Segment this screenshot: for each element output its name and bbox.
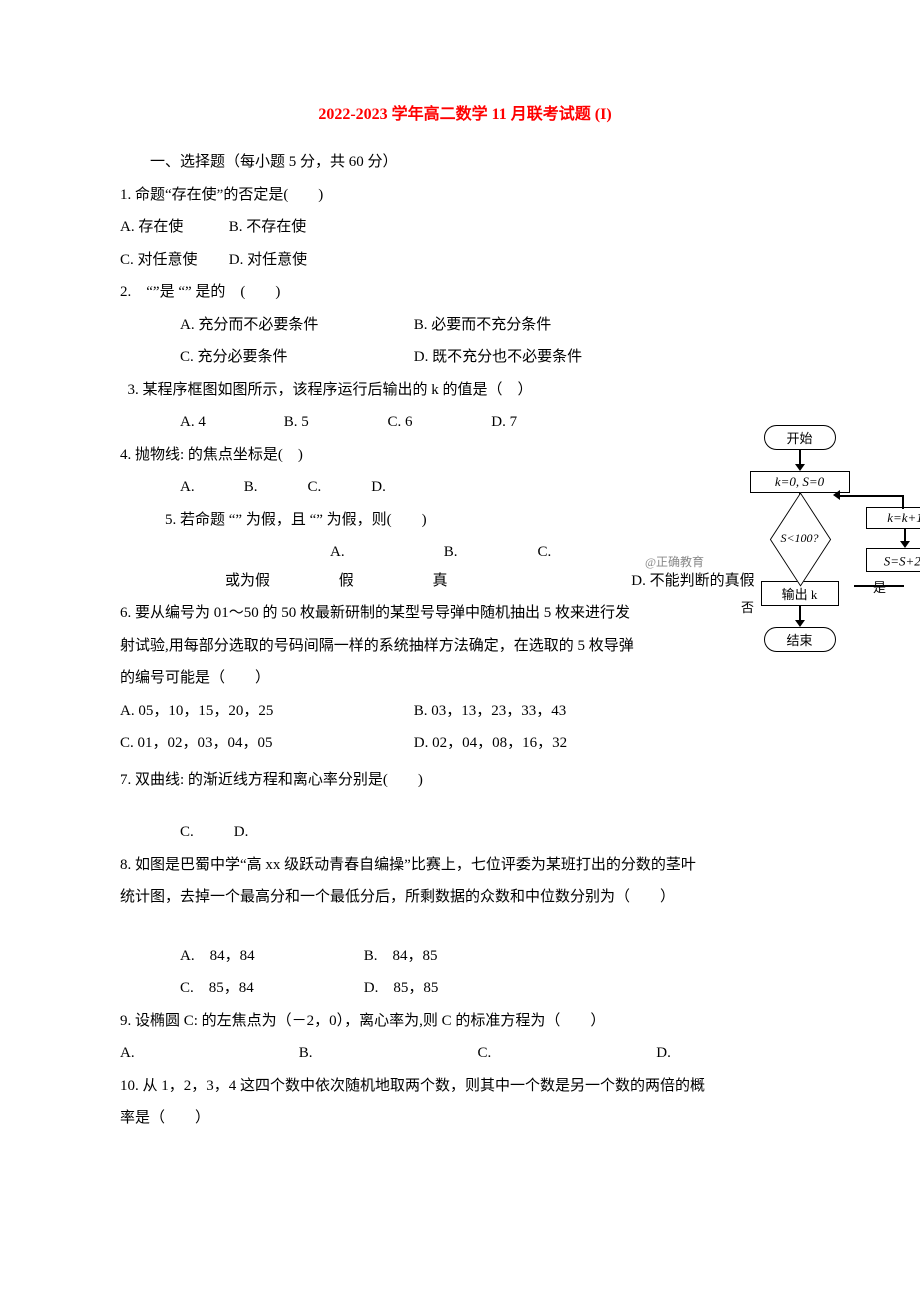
q1-optC: C. 对任意使: [120, 246, 225, 275]
fc-no: 否: [741, 597, 754, 616]
q6-optA: A. 05，10，15，20，25: [120, 697, 410, 726]
q6-text2: 射试验,用每部分选取的号码间隔一样的系统抽样方法确定，在选取的 5 枚导弹: [120, 632, 675, 661]
q8-options-ab: A. 84，84 B. 84，85: [120, 942, 810, 971]
q2-options-ab: A. 充分而不必要条件 B. 必要而不充分条件: [120, 311, 810, 340]
q5-optB: B. 假: [339, 538, 429, 595]
q2-optB: B. 必要而不充分条件: [384, 311, 552, 340]
q5-optA: A. 或为假: [225, 538, 335, 595]
q1-optD: D. 对任意使: [229, 246, 307, 275]
q10-text2: 率是（ ）: [120, 1104, 810, 1133]
q2-text: 2. “”是 “” 是的 ( ): [120, 278, 810, 307]
q6-optD: D. 02，04，08，16，32: [414, 729, 567, 758]
q9-text: 9. 设椭圆 C: 的左焦点为（－2，0），离心率为,则 C 的标准方程为（ ）: [120, 1007, 810, 1036]
title-rest: 学年高二数学 11 月联考试题 (I): [388, 106, 612, 123]
fc-arrowhead: [795, 620, 805, 627]
fc-arrow: [904, 529, 906, 541]
fc-line: [836, 495, 904, 497]
q6-text1: 6. 要从编号为 01～50 的 50 枚最新研制的某型号导弹中随机抽出 5 枚…: [120, 599, 675, 628]
q4-optD: D.: [341, 473, 386, 502]
fc-start: 开始: [764, 425, 836, 450]
q5-text: 5. 若命题 “” 为假，且 “” 为假，则( ): [120, 506, 810, 535]
q5-optC: C. 真: [433, 538, 523, 595]
flowchart-figure: 开始 k=0, S=0 k=k+1 S=S+2S @正确教育 S<100? 否 …: [717, 425, 882, 652]
q10-text1: 10. 从 1，2，3，4 这四个数中依次随机地取两个数，则其中一个数是另一个数…: [120, 1072, 810, 1101]
title-year: 2022-2023: [318, 106, 387, 123]
q8-options-cd: C. 85，84 D. 85，85: [120, 974, 810, 1003]
fc-inc-k: k=k+1: [866, 507, 920, 529]
q6-options-cd: C. 01，02，03，04，05 D. 02，04，08，16，32: [120, 729, 810, 758]
q8-optD: D. 85，85: [334, 974, 439, 1003]
q4-optC: C.: [278, 473, 338, 502]
q7-optD: D.: [204, 818, 249, 847]
q3-optD: D. 7: [461, 408, 517, 437]
fc-arrow: [799, 606, 801, 620]
q9-options: A. B. C. D.: [120, 1039, 810, 1068]
q8-text1: 8. 如图是巴蜀中学“高 xx 级跃动青春自编操”比赛上，七位评委为某班打出的分…: [120, 851, 810, 880]
q3-options: A. 4 B. 5 C. 6 D. 7: [120, 408, 810, 437]
q8-optA: A. 84，84: [150, 942, 330, 971]
q8-optC: C. 85，84: [150, 974, 330, 1003]
q7-optC: C.: [150, 818, 200, 847]
q1-options-cd: C. 对任意使 D. 对任意使: [120, 246, 810, 275]
q6-text3: 的编号可能是（ ）: [120, 664, 810, 693]
q4-text: 4. 抛物线: 的焦点坐标是( ): [120, 441, 810, 470]
q6-optB: B. 03，13，23，33，43: [414, 697, 567, 726]
q7-text: 7. 双曲线: 的渐近线方程和离心率分别是( ): [120, 766, 810, 795]
fc-line: [902, 495, 904, 509]
q5-options: A. 或为假 B. 假 C. 真 D. 不能判断的真假: [120, 538, 810, 595]
q2-optA: A. 充分而不必要条件: [150, 311, 380, 340]
page-title: 2022-2023 学年高二数学 11 月联考试题 (I): [120, 100, 810, 130]
section-header: 一、选择题（每小题 5 分，共 60 分）: [120, 148, 810, 177]
q9-optC: C.: [478, 1039, 653, 1068]
fc-cond: S<100?: [761, 531, 839, 546]
q3-to-q6: 3. 某程序框图如图所示，该程序运行后输出的 k 的值是（ ） A. 4 B. …: [120, 376, 810, 693]
figure-region: 3. 某程序框图如图所示，该程序运行后输出的 k 的值是（ ） A. 4 B. …: [120, 376, 810, 758]
q9-optD: D.: [656, 1039, 671, 1068]
fc-arrow: [799, 450, 801, 464]
fc-arrowhead: [900, 541, 910, 548]
watermark: @正确教育: [645, 553, 704, 570]
fc-diamond: S<100?: [761, 522, 839, 560]
q2-optC: C. 充分必要条件: [150, 343, 380, 372]
q4-optA: A.: [150, 473, 210, 502]
q3-optC: C. 6: [358, 408, 458, 437]
q8-optB: B. 84，85: [334, 942, 438, 971]
q1-text: 1. 命题“存在使”的否定是( ): [120, 181, 810, 210]
fc-arrowhead-left: [833, 490, 840, 500]
q3-optB: B. 5: [254, 408, 354, 437]
q2-options-cd: C. 充分必要条件 D. 既不充分也不必要条件: [120, 343, 810, 372]
fc-inc-s: S=S+2S: [866, 548, 920, 572]
q9-optB: B.: [299, 1039, 474, 1068]
q2-optD: D. 既不充分也不必要条件: [384, 343, 582, 372]
fc-end: 结束: [764, 627, 836, 652]
q9-optA: A.: [120, 1039, 295, 1068]
q4-optB: B.: [214, 473, 274, 502]
q3-optA: A. 4: [150, 408, 250, 437]
fc-line: [854, 585, 904, 587]
q1-optB: B. 不存在使: [229, 213, 307, 242]
fc-arrowhead: [795, 464, 805, 471]
q6-optC: C. 01，02，03，04，05: [120, 729, 410, 758]
q6-options-ab: A. 05，10，15，20，25 B. 03，13，23，33，43: [120, 697, 810, 726]
q3-text: 3. 某程序框图如图所示，该程序运行后输出的 k 的值是（ ）: [120, 376, 810, 405]
q1-optA: A. 存在使: [120, 213, 225, 242]
q4-options: A. B. C. D.: [120, 473, 810, 502]
q8-text2: 统计图，去掉一个最高分和一个最低分后，所剩数据的众数和中位数分别为（ ）: [120, 883, 810, 912]
q1-options-ab: A. 存在使 B. 不存在使: [120, 213, 810, 242]
q7-options-cd: C. D.: [120, 818, 810, 847]
